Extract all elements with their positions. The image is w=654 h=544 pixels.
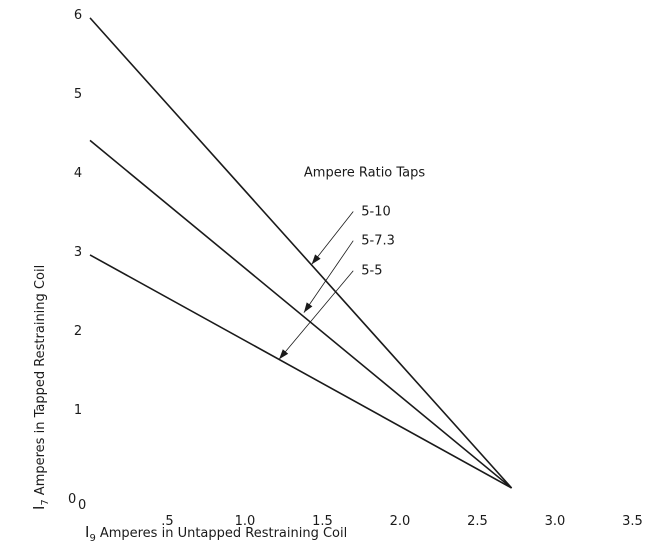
x-tick-label-5: 2.5 xyxy=(467,514,488,529)
x-tick-label-2: 1.0 xyxy=(235,514,256,529)
y-tick-label-4: 4 xyxy=(74,166,82,181)
x-axis-label: I9 Amperes in Untapped Restraining Coil xyxy=(85,523,347,544)
leader-line-2 xyxy=(303,240,354,313)
x-axis-symbol: I xyxy=(85,523,89,541)
series-line-3 xyxy=(89,254,512,489)
x-tick-label-3: 1.5 xyxy=(312,514,333,529)
x-tick-label-7: 3.5 xyxy=(622,514,643,529)
series-label-1: 5-10 xyxy=(361,204,391,219)
x-axis-text: Amperes in Untapped Restraining Coil xyxy=(100,526,347,541)
y-tick-label-1: 1 xyxy=(74,403,82,418)
series-line-1 xyxy=(89,17,513,489)
series-label-3: 5-5 xyxy=(361,264,382,279)
series-line-2 xyxy=(89,139,513,489)
origin-y-label: 0 xyxy=(68,492,76,507)
series-labels: 5-10 5-7.3 5-5 xyxy=(361,204,395,278)
arrow-head-3 xyxy=(279,349,289,360)
leader-line-3 xyxy=(278,270,354,360)
leader-arrows xyxy=(278,211,354,360)
y-axis-label: I7 Amperes in Tapped Restraining Coil xyxy=(30,265,51,510)
x-axis-subscript: 9 xyxy=(89,533,95,544)
origin-x-label: 0 xyxy=(78,498,86,513)
series-lines xyxy=(89,17,513,489)
x-tick-label-1: .5 xyxy=(161,514,173,529)
y-axis-text: Amperes in Tapped Restraining Coil xyxy=(33,265,48,495)
y-tick-label-2: 2 xyxy=(74,324,82,339)
arrow-head-1 xyxy=(311,254,321,265)
legend-title: Ampere Ratio Taps xyxy=(304,166,426,181)
y-axis-symbol: I xyxy=(30,506,48,510)
y-tick-label-5: 5 xyxy=(74,87,82,102)
x-tick-label-6: 3.0 xyxy=(545,514,566,529)
y-axis-subscript: 7 xyxy=(40,499,51,505)
y-tick-label-6: 6 xyxy=(74,8,82,23)
arrow-head-2 xyxy=(303,302,313,313)
series-label-2: 5-7.3 xyxy=(361,234,395,249)
x-tick-label-4: 2.0 xyxy=(390,514,411,529)
y-tick-label-3: 3 xyxy=(74,245,82,260)
leader-line-1 xyxy=(311,211,354,265)
tick-labels: .5 1.0 1.5 2.0 2.5 3.0 3.5 1 2 3 4 5 6 xyxy=(74,8,643,529)
